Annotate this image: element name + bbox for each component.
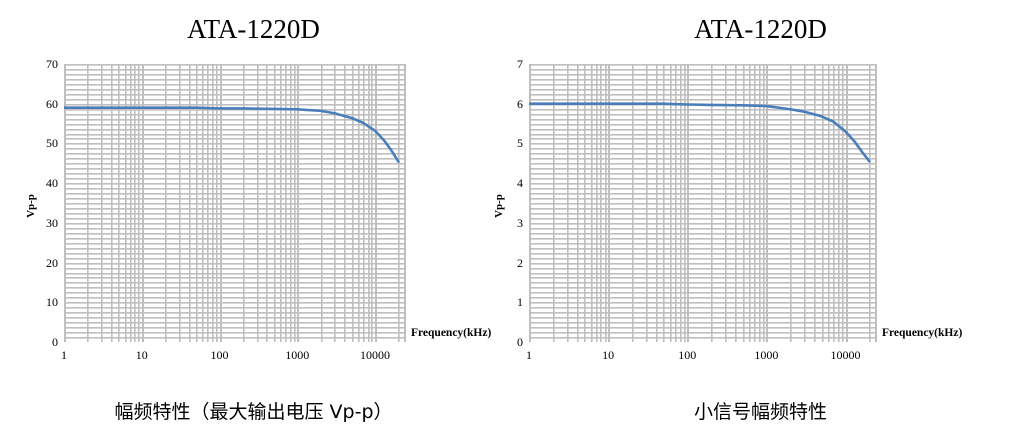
grid-right bbox=[529, 64, 877, 342]
x-tick-label: 100 bbox=[678, 348, 697, 362]
plot-wrap-left: 0 10 20 30 40 50 60 70 1 10 100 1000 10000 Vp-p Fre… bbox=[25, 57, 492, 362]
y-tick-label: 30 bbox=[46, 215, 58, 230]
x-tick-label: 1000 bbox=[754, 348, 779, 362]
y-tick-label: 7 bbox=[517, 57, 523, 71]
x-tick-label: 1 bbox=[61, 348, 67, 362]
x-axis-title-right: Frequency(kHz) bbox=[882, 327, 963, 339]
y-tick-label: 20 bbox=[46, 255, 58, 270]
y-tick-label: 3 bbox=[517, 215, 523, 230]
x-tick-label: 1 bbox=[526, 348, 532, 362]
chart-title-right: ATA-1220D bbox=[694, 14, 827, 44]
caption-right: 小信号幅频特性 bbox=[693, 401, 827, 423]
y-tick-label: 60 bbox=[46, 96, 58, 111]
y-tick-label: 70 bbox=[46, 57, 58, 71]
y-tick-label: 0 bbox=[517, 335, 523, 349]
y-axis-title-right: Vp-p bbox=[493, 194, 505, 218]
y-tick-label: 2 bbox=[517, 255, 523, 270]
y-tick-label: 5 bbox=[517, 136, 523, 151]
figure-max-output-voltage: ATA-1220D 0 10 20 30 40 50 60 70 1 10 100 1000 1000… bbox=[25, 14, 492, 423]
x-axis-title-left: Frequency(kHz) bbox=[411, 327, 492, 339]
chart-title-left: ATA-1220D bbox=[187, 14, 320, 44]
caption-left: 幅频特性（最大输出电压 Vp-p） bbox=[114, 401, 393, 423]
x-tick-label: 10000 bbox=[830, 348, 861, 362]
y-tick-label: 40 bbox=[46, 176, 58, 191]
y-tick-label: 4 bbox=[517, 176, 523, 191]
y-tick-label: 10 bbox=[46, 295, 58, 310]
y-tick-label: 1 bbox=[517, 295, 523, 310]
y-axis-title-left: Vp-p bbox=[25, 194, 37, 218]
x-tick-label: 10000 bbox=[360, 348, 391, 362]
y-tick-label: 6 bbox=[517, 96, 523, 111]
x-tick-label: 10 bbox=[135, 348, 148, 362]
grid-left bbox=[64, 64, 406, 342]
y-tick-label: 0 bbox=[52, 335, 58, 349]
plot-area-right bbox=[529, 64, 877, 342]
response-curve-left bbox=[64, 106, 400, 163]
x-tick-label: 1000 bbox=[285, 348, 310, 362]
x-tick-label: 100 bbox=[210, 348, 229, 362]
y-tick-label: 50 bbox=[46, 136, 58, 151]
response-curve-right bbox=[529, 102, 871, 163]
x-tick-label: 10 bbox=[602, 348, 615, 362]
plot-area-left bbox=[64, 64, 406, 342]
